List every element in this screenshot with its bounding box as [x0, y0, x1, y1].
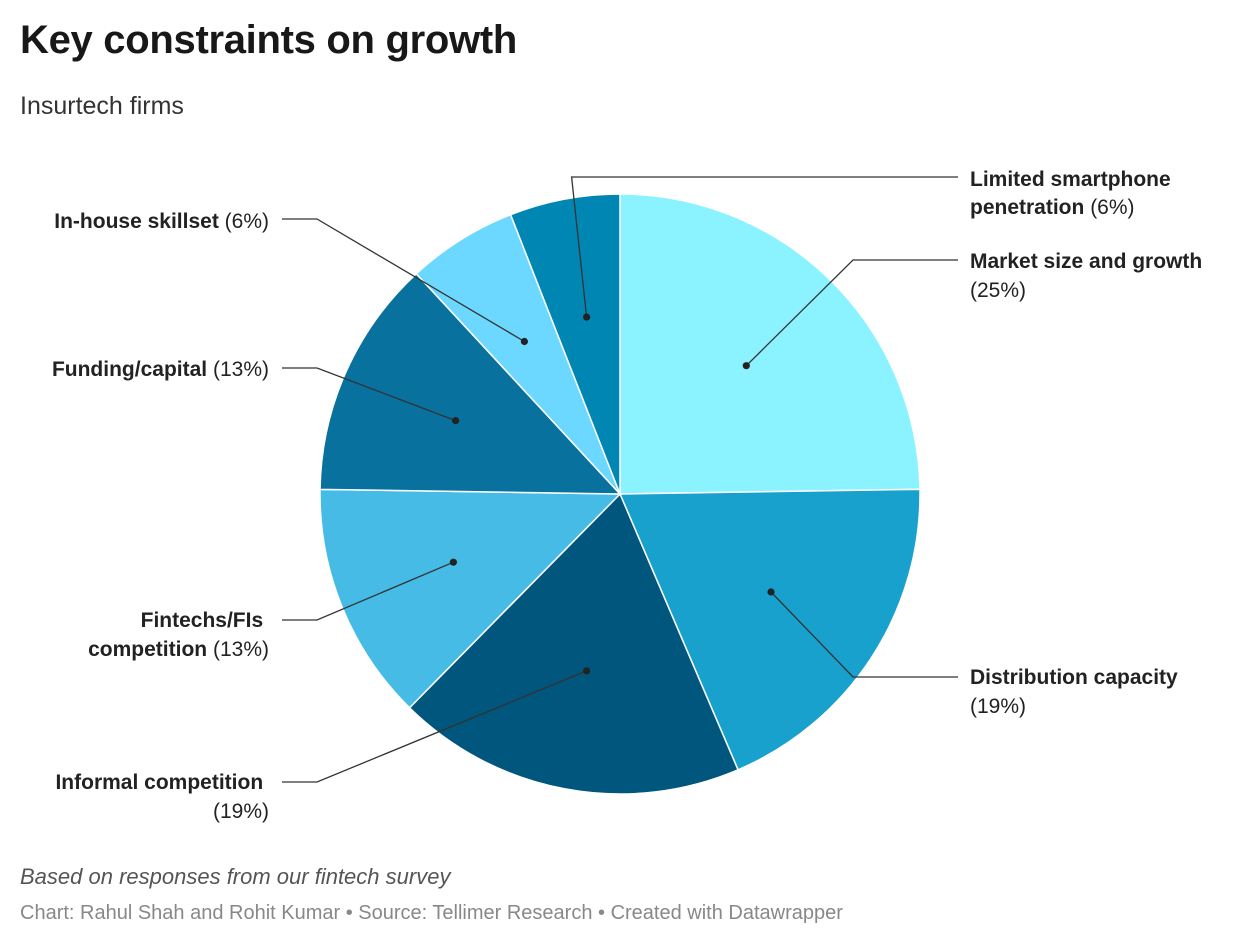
pie-slice-funding-capital: [319, 272, 622, 495]
slice-label-informal-competition: Informal competition (19%): [55, 771, 269, 823]
slice-label-market-size: Market size and growth (25%): [970, 250, 1208, 302]
leader-dot: [583, 667, 591, 675]
pie-slice-market-size-and-growth: [619, 193, 921, 495]
leader-dot: [449, 558, 457, 566]
leader-dot: [742, 362, 750, 370]
chart-subtitle: Insurtech firms: [20, 92, 184, 120]
leader-dot: [767, 588, 775, 596]
leader-line: [745, 259, 958, 367]
leader-dot: [452, 417, 460, 425]
pie-slice-distribution-capacity: [618, 488, 921, 771]
leader-line: [282, 670, 587, 783]
slice-label-distribution: Distribution capacity (19%): [970, 666, 1184, 718]
pie-slice-informal-competition: [408, 492, 740, 795]
chart-footer: Chart: Rahul Shah and Rohit Kumar • Sour…: [20, 902, 843, 924]
leader-dot: [520, 337, 529, 346]
pie-slice-limited-smartphone-penetration: [509, 193, 621, 495]
chart-title: Key constraints on growth: [20, 18, 517, 62]
leader-dot: [583, 313, 591, 321]
leader-line: [570, 176, 958, 318]
slice-label-limited-smartphone: Limited smartphone penetration (6%): [970, 168, 1177, 219]
pie-chart: Market size and growth (25%) Distributio…: [52, 168, 1208, 823]
pie-slices: [319, 193, 921, 795]
leader-line: [282, 561, 454, 621]
slice-label-in-house-skillset: In-house skillset (6%): [54, 210, 269, 233]
pie-slice-fintechs-fis-competition: [319, 488, 622, 709]
label-leader-lines: [282, 176, 958, 783]
slice-label-funding: Funding/capital (13%): [52, 358, 269, 381]
leader-line: [282, 218, 525, 343]
slice-label-fintechs-competition: Fintechs/FIs competition (13%): [88, 609, 269, 661]
chart-notes: Based on responses from our fintech surv…: [20, 864, 451, 889]
leader-line: [770, 591, 958, 678]
leader-line: [282, 367, 456, 422]
